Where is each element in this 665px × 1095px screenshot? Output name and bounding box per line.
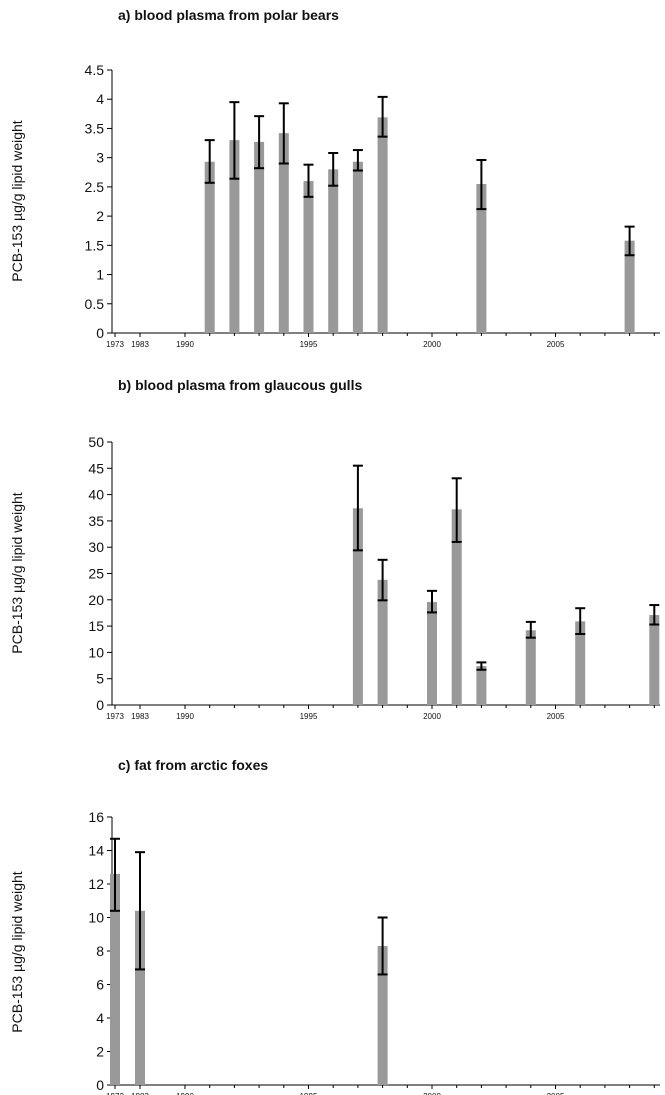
x-tick-label-b: 1983 (131, 712, 149, 721)
bar-c (110, 873, 120, 1085)
y-tick-label-b: 20 (88, 592, 104, 608)
bar-a (278, 133, 289, 333)
y-tick-label-b: 40 (88, 487, 104, 503)
bar-a (476, 183, 487, 333)
bar-c (377, 945, 388, 1085)
y-tick-label-a: 4 (96, 91, 104, 107)
x-tick-label-b: 1973 (106, 712, 124, 721)
y-tick-label-b: 25 (88, 566, 104, 582)
y-tick-label-c: 6 (96, 977, 104, 993)
y-tick-label-b: 5 (96, 671, 104, 687)
y-tick-label-c: 12 (88, 876, 104, 892)
chart-panel-a: a) blood plasma from polar bears PCB-153… (9, 7, 339, 282)
x-tick-label-b: 2005 (547, 712, 565, 721)
y-tick-label-a: 2.5 (85, 179, 105, 195)
x-tick-label-c: 1995 (300, 1092, 318, 1095)
plot-area-a: 0 0.5 1 1.5 2 2.5 3 3.5 4 4.5 1973 1983 1990 1995 2000… (85, 62, 660, 349)
bar-b (575, 621, 586, 705)
x-tick-label-b: 2000 (423, 712, 441, 721)
x-tick-label-c: 1990 (176, 1092, 194, 1095)
y-tick-label-c: 0 (96, 1077, 104, 1093)
x-tick-label-a: 2005 (547, 340, 565, 349)
y-tick-label-b: 10 (88, 644, 104, 660)
y-tick-label-b: 0 (96, 697, 104, 713)
chart-title-a: a) blood plasma from polar bears (118, 7, 339, 23)
y-tick-label-b: 50 (88, 434, 104, 450)
y-axis-label-b: PCB-153 µg/g lipid weight (9, 492, 25, 653)
y-axis-label-c: PCB-153 µg/g lipid weight (9, 871, 25, 1032)
x-tick-label-c: 1983 (131, 1092, 149, 1095)
plot-area-b: 0 5 10 15 20 25 30 35 40 45 50 1973 1983 1990 1995 2000… (88, 434, 660, 721)
chart-panel-b: b) blood plasma from glaucous gulls PCB-… (9, 377, 362, 654)
y-tick-label-c: 8 (96, 943, 104, 959)
y-tick-label-b: 15 (88, 618, 104, 634)
y-tick-label-a: 2 (96, 208, 104, 224)
y-tick-label-a: 4.5 (85, 62, 105, 78)
y-tick-label-b: 30 (88, 539, 104, 555)
x-tick-label-c: 1973 (106, 1092, 124, 1095)
bar-a (377, 117, 388, 333)
y-tick-label-c: 4 (96, 1010, 104, 1026)
bar-b (476, 666, 487, 705)
y-tick-label-a: 1 (96, 267, 104, 283)
x-tick-label-a: 1995 (300, 340, 318, 349)
x-tick-label-a: 1973 (106, 340, 124, 349)
y-tick-label-c: 10 (88, 910, 104, 926)
x-tick-label-b: 1990 (176, 712, 194, 721)
y-tick-label-a: 3 (96, 150, 104, 166)
bar-b (352, 508, 363, 705)
y-tick-label-c: 16 (88, 809, 104, 825)
y-tick-label-a: 1.5 (85, 237, 105, 253)
bar-a (328, 169, 339, 333)
y-tick-label-a: 0.5 (85, 296, 105, 312)
bar-c (135, 910, 145, 1085)
bar-b (525, 630, 536, 705)
x-tick-label-b: 1995 (300, 712, 318, 721)
bar-a (303, 181, 314, 333)
plot-area-c: 0246810121416197319831990199520002005201… (88, 809, 660, 1095)
bar-b (451, 509, 462, 705)
bar-a (204, 161, 215, 333)
y-axis-label-a: PCB-153 µg/g lipid weight (9, 120, 25, 281)
x-tick-label-a: 2000 (423, 340, 441, 349)
bar-a (352, 161, 363, 333)
y-tick-label-b: 45 (88, 460, 104, 476)
bar-b (649, 615, 660, 705)
chart-panel-c: c) fat from arctic foxes PCB-153 µg/g li… (9, 757, 268, 1033)
y-tick-label-b: 35 (88, 513, 104, 529)
y-tick-label-c: 2 (96, 1044, 104, 1060)
bar-a (229, 140, 240, 333)
x-tick-label-a: 1990 (176, 340, 194, 349)
bar-b (427, 601, 437, 705)
chart-title-b: b) blood plasma from glaucous gulls (118, 377, 362, 393)
chart-title-c: c) fat from arctic foxes (118, 757, 268, 773)
bar-a (254, 141, 265, 333)
x-tick-label-a: 1983 (131, 340, 149, 349)
y-tick-label-a: 3.5 (85, 120, 105, 136)
y-tick-label-a: 0 (96, 325, 104, 341)
bar-a (624, 240, 635, 333)
x-tick-label-c: 2005 (547, 1092, 565, 1095)
bar-b (377, 579, 388, 705)
y-tick-label-c: 14 (88, 843, 104, 859)
x-tick-label-c: 2000 (423, 1092, 441, 1095)
